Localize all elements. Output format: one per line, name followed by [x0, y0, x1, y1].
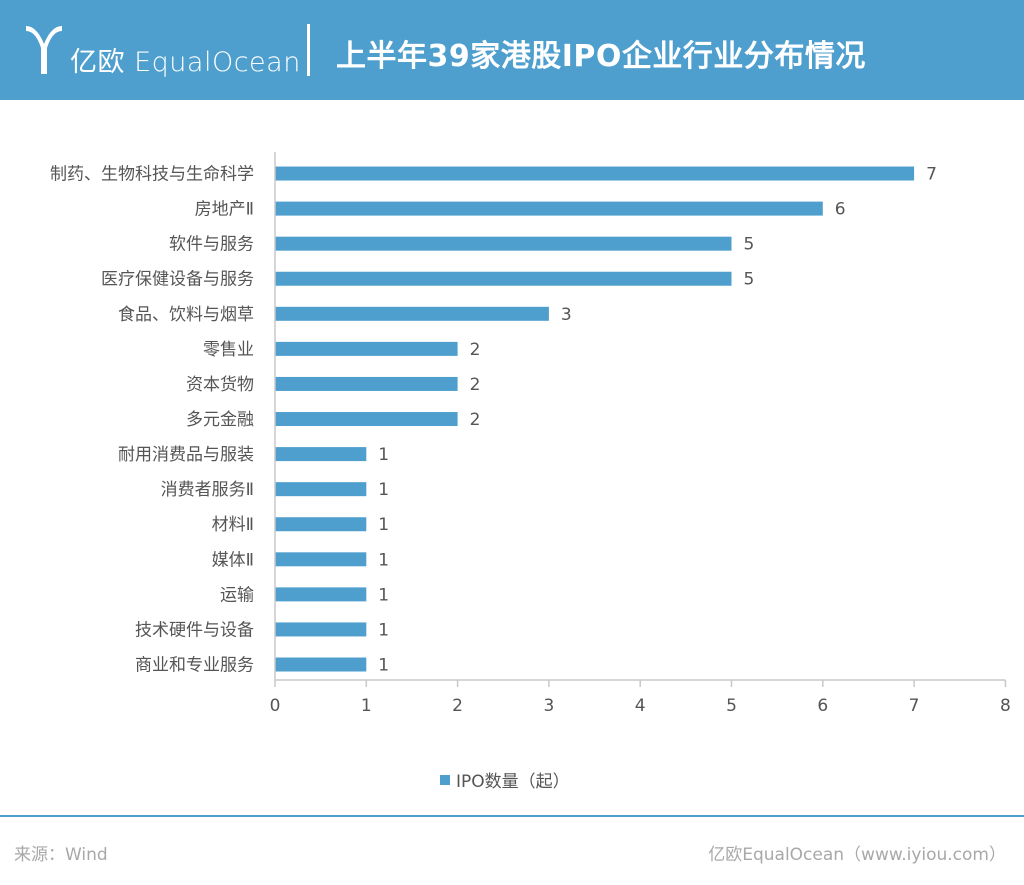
category-label: 耐用消费品与服装 [118, 445, 254, 465]
category-label: 制药、生物科技与生命科学 [50, 165, 254, 185]
bar [275, 201, 823, 216]
data-label: 1 [378, 585, 389, 605]
bar-chart: 制药、生物科技与生命科学 7 房地产Ⅱ 6 软件与服务 5 医疗保健设备与服务 5 食品、饮料与… [50, 152, 1011, 716]
logo-text: 亿欧 EqualOcean [70, 47, 301, 78]
legend-swatch [440, 774, 450, 785]
category-label: 媒体Ⅱ [212, 550, 254, 570]
bar [275, 517, 367, 532]
bar [275, 622, 367, 637]
brand-text: 亿欧EqualOcean（www.iyiou.com） [708, 845, 1006, 865]
bar [275, 236, 732, 251]
bar [275, 271, 732, 286]
x-tick-label: 5 [726, 696, 737, 716]
bar [275, 552, 367, 567]
header-divider [307, 24, 310, 76]
category-label: 材料Ⅱ [212, 515, 254, 535]
x-tick-label: 3 [543, 696, 554, 716]
axis-layer: 0 1 2 3 4 5 6 7 8 [270, 152, 1011, 716]
bottom-rule [0, 815, 1024, 817]
category-label: 多元金融 [186, 410, 254, 430]
bar [275, 166, 915, 181]
category-label: 技术硬件与设备 [135, 620, 254, 640]
data-label: 1 [378, 515, 389, 535]
x-tick-label: 4 [635, 696, 646, 716]
data-label: 5 [744, 270, 755, 290]
category-label: 资本货物 [186, 375, 254, 395]
header-banner: 亿欧 EqualOcean 上半年39家港股IPO企业行业分布情况 [0, 0, 1024, 100]
bar [275, 482, 367, 497]
category-label: 医疗保健设备与服务 [101, 270, 254, 290]
category-label: 消费者服务Ⅱ [161, 480, 254, 500]
data-label: 1 [378, 550, 389, 570]
data-label: 3 [561, 305, 572, 325]
data-label: 1 [378, 620, 389, 640]
category-label: 房地产Ⅱ [195, 200, 254, 220]
x-tick-label: 7 [909, 696, 920, 716]
category-label: 零售业 [203, 340, 254, 360]
legend-label: IPO数量（起） [456, 772, 570, 792]
equalocean-logo-icon [26, 26, 62, 74]
bar [275, 376, 458, 391]
x-tick-label: 0 [270, 696, 281, 716]
data-label: 7 [926, 165, 937, 185]
data-label: 6 [835, 200, 846, 220]
category-label: 食品、饮料与烟草 [118, 305, 254, 325]
x-tick-label: 1 [361, 696, 372, 716]
bars-layer: 制药、生物科技与生命科学 7 房地产Ⅱ 6 软件与服务 5 医疗保健设备与服务 5 食品、饮料与… [50, 165, 937, 676]
data-label: 2 [470, 410, 481, 430]
bar [275, 447, 367, 462]
data-label: 5 [744, 235, 755, 255]
data-label: 1 [378, 480, 389, 500]
bar [275, 306, 549, 321]
bar [275, 412, 458, 427]
x-tick-label: 2 [452, 696, 463, 716]
x-tick-label: 6 [817, 696, 828, 716]
data-label: 2 [470, 340, 481, 360]
source-text: 来源：Wind [14, 845, 108, 865]
category-label: 软件与服务 [169, 235, 254, 255]
category-label: 运输 [220, 585, 254, 605]
bar [275, 341, 458, 356]
bar [275, 657, 367, 672]
category-label: 商业和专业服务 [135, 656, 254, 676]
bar [275, 587, 367, 602]
data-label: 1 [378, 445, 389, 465]
x-tick-label: 8 [1000, 696, 1011, 716]
legend: IPO数量（起） [440, 767, 570, 792]
data-label: 1 [378, 656, 389, 676]
chart-title: 上半年39家港股IPO企业行业分布情况 [336, 39, 866, 74]
data-label: 2 [470, 375, 481, 395]
